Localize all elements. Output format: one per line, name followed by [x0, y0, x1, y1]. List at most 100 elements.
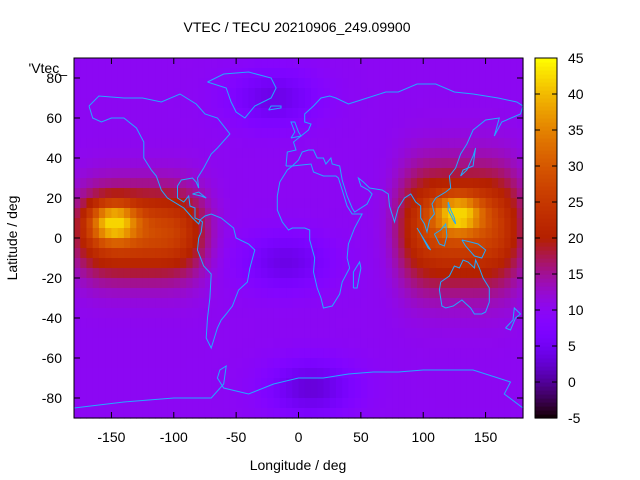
- heatmap-cell: [292, 218, 300, 229]
- heatmap-cell: [267, 68, 275, 79]
- heatmap-cell: [435, 218, 443, 229]
- heatmap-cell: [217, 78, 225, 89]
- colorbar-strip: [535, 358, 557, 363]
- heatmap-cell: [105, 78, 113, 89]
- heatmap-cell: [310, 108, 318, 119]
- heatmap-cell: [92, 228, 100, 239]
- heatmap-cell: [373, 238, 381, 249]
- heatmap-cell: [473, 138, 480, 149]
- heatmap-cell: [448, 268, 456, 279]
- heatmap-cell: [111, 168, 119, 179]
- heatmap-cell: [248, 198, 256, 209]
- colorbar-strip: [535, 402, 557, 407]
- heatmap-cell: [398, 378, 406, 389]
- heatmap-cell: [329, 348, 337, 359]
- heatmap-cell: [80, 78, 88, 89]
- heatmap-cell: [292, 328, 300, 339]
- heatmap-cell: [130, 178, 137, 189]
- heatmap-cell: [261, 58, 268, 69]
- heatmap-cell: [342, 198, 349, 209]
- heatmap-cell: [254, 288, 262, 299]
- heatmap-cell: [354, 208, 362, 219]
- heatmap-cell: [111, 108, 119, 119]
- heatmap-cell: [379, 328, 387, 339]
- heatmap-cell: [373, 188, 381, 199]
- heatmap-cell: [167, 248, 175, 259]
- heatmap-cell: [98, 358, 106, 369]
- heatmap-cell: [317, 398, 325, 409]
- heatmap-cell: [279, 378, 287, 389]
- heatmap-cell: [491, 398, 499, 409]
- heatmap-cell: [123, 388, 131, 399]
- heatmap-cell: [286, 198, 293, 209]
- heatmap-cell: [74, 398, 81, 409]
- heatmap-cell: [204, 398, 212, 409]
- heatmap-cell: [466, 58, 474, 69]
- heatmap-cell: [92, 68, 100, 79]
- heatmap-cell: [298, 308, 306, 319]
- heatmap-cell: [298, 118, 306, 129]
- heatmap-cell: [142, 68, 150, 79]
- heatmap-cell: [273, 108, 281, 119]
- heatmap-cell: [167, 348, 175, 359]
- heatmap-cell: [510, 88, 518, 99]
- heatmap-cell: [92, 278, 100, 289]
- heatmap-cell: [404, 308, 412, 319]
- heatmap-cell: [485, 88, 493, 99]
- heatmap-cell: [398, 348, 406, 359]
- heatmap-cell: [435, 338, 443, 349]
- heatmap-cell: [267, 258, 275, 269]
- heatmap-cell: [460, 358, 468, 369]
- heatmap-cell: [441, 338, 449, 349]
- heatmap-cell: [373, 88, 381, 99]
- heatmap-cell: [323, 118, 331, 129]
- colorbar-strip: [535, 246, 557, 251]
- heatmap-cell: [180, 358, 187, 369]
- heatmap-cell: [298, 258, 306, 269]
- heatmap-cell: [155, 138, 162, 149]
- heatmap-cell: [460, 318, 468, 329]
- heatmap-cell: [516, 138, 524, 149]
- heatmap-cell: [273, 188, 281, 199]
- heatmap-cell: [310, 128, 318, 139]
- heatmap-cell: [423, 218, 431, 229]
- colorbar-strip: [535, 338, 557, 343]
- heatmap-cell: [310, 158, 318, 169]
- heatmap-cell: [485, 228, 493, 239]
- heatmap-cell: [161, 388, 169, 399]
- heatmap-cell: [292, 78, 300, 89]
- heatmap-cell: [329, 118, 337, 129]
- colorbar-strip: [535, 198, 557, 203]
- heatmap-cell: [498, 178, 505, 189]
- heatmap-cell: [229, 318, 237, 329]
- heatmap-cell: [392, 218, 399, 229]
- heatmap-cell: [242, 148, 250, 159]
- heatmap-cell: [304, 178, 312, 189]
- heatmap-cell: [510, 78, 518, 89]
- heatmap-cell: [329, 288, 337, 299]
- heatmap-cell: [479, 288, 487, 299]
- heatmap-cell: [498, 358, 505, 369]
- heatmap-cell: [148, 338, 156, 349]
- heatmap-cell: [416, 98, 424, 109]
- heatmap-cell: [86, 258, 94, 269]
- heatmap-cell: [211, 298, 219, 309]
- heatmap-cell: [473, 298, 480, 309]
- heatmap-cell: [117, 88, 125, 99]
- heatmap-cell: [510, 318, 518, 329]
- heatmap-cell: [385, 398, 393, 409]
- heatmap-cell: [173, 138, 181, 149]
- heatmap-cell: [410, 148, 418, 159]
- heatmap-cell: [385, 118, 393, 129]
- heatmap-cell: [105, 218, 113, 229]
- heatmap-cell: [454, 308, 462, 319]
- heatmap-cell: [473, 378, 480, 389]
- heatmap-cell: [485, 278, 493, 289]
- heatmap-cell: [130, 358, 137, 369]
- x-axis-label: Longitude / deg: [250, 457, 347, 473]
- heatmap-cell: [435, 88, 443, 99]
- heatmap-cell: [148, 388, 156, 399]
- heatmap-cell: [460, 288, 468, 299]
- heatmap-cell: [373, 348, 381, 359]
- heatmap-cell: [379, 298, 387, 309]
